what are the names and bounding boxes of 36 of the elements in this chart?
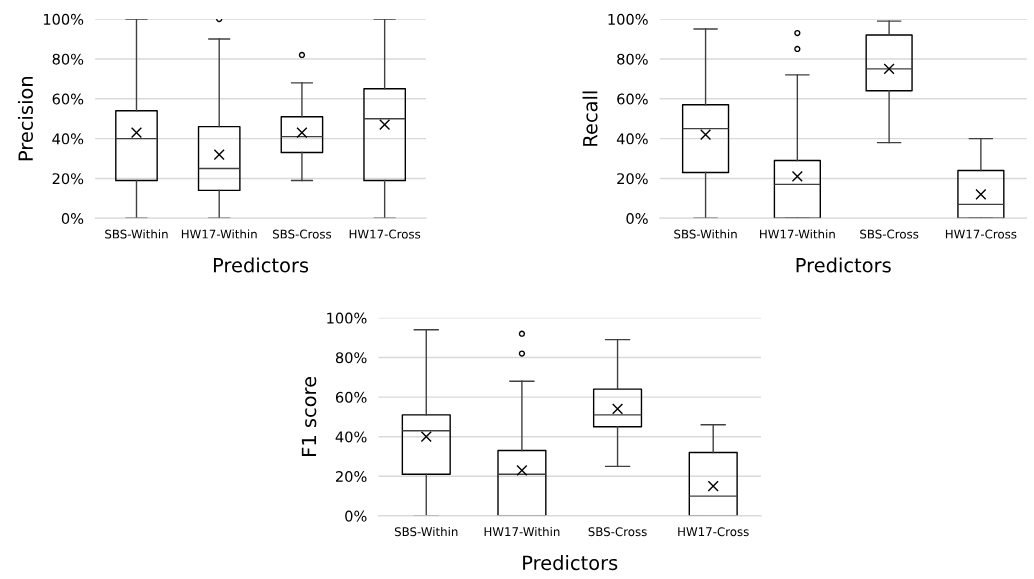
x-axis-title: Predictors <box>523 555 618 571</box>
y-tick-label: 20% <box>52 173 84 185</box>
y-tick-label: 40% <box>335 431 367 443</box>
x-tick-label: HW17-Cross <box>349 229 421 239</box>
y-tick-label: 100% <box>43 13 84 25</box>
x-tick-label: HW17-Within <box>760 229 835 239</box>
x-tick-label: HW17-Cross <box>945 229 1017 239</box>
x-tick-label: HW17-Cross <box>678 527 749 537</box>
y-tick-label: 100% <box>608 13 648 25</box>
y-tick-label: 20% <box>617 173 648 185</box>
y-tick-label: 80% <box>52 53 84 65</box>
x-tick-label: SBS-Cross <box>860 229 919 239</box>
y-tick-label: 60% <box>52 93 84 105</box>
x-tick-label: SBS-Cross <box>588 527 647 537</box>
y-axis-title: Precision <box>17 76 33 161</box>
y-tick-label: 40% <box>616 133 648 145</box>
x-axis-title: Predictors <box>213 257 309 273</box>
y-tick-label: 80% <box>335 352 367 364</box>
x-tick-label: HW17-Within <box>181 229 257 239</box>
y-tick-label: 0% <box>626 213 648 225</box>
y-tick-label: 100% <box>327 312 367 324</box>
y-tick-label: 80% <box>617 53 648 65</box>
y-tick-label: 40% <box>52 133 84 145</box>
y-tick-label: 0% <box>61 213 84 225</box>
y-tick-label: 20% <box>335 471 367 483</box>
x-tick-label: SBS-Within <box>105 229 168 239</box>
x-tick-label: SBS-Cross <box>272 229 332 239</box>
y-axis-title: F1 score <box>301 376 317 456</box>
y-tick-label: 0% <box>345 510 367 522</box>
x-tick-label: SBS-Within <box>674 229 737 239</box>
y-axis-title: Recall <box>582 91 598 146</box>
y-tick-label: 60% <box>617 93 648 105</box>
x-tick-label: HW17-Within <box>484 527 560 536</box>
y-tick-label: 60% <box>335 391 367 403</box>
x-tick-label: SBS-Within <box>394 527 458 537</box>
x-axis-title: Predictors <box>796 257 891 273</box>
